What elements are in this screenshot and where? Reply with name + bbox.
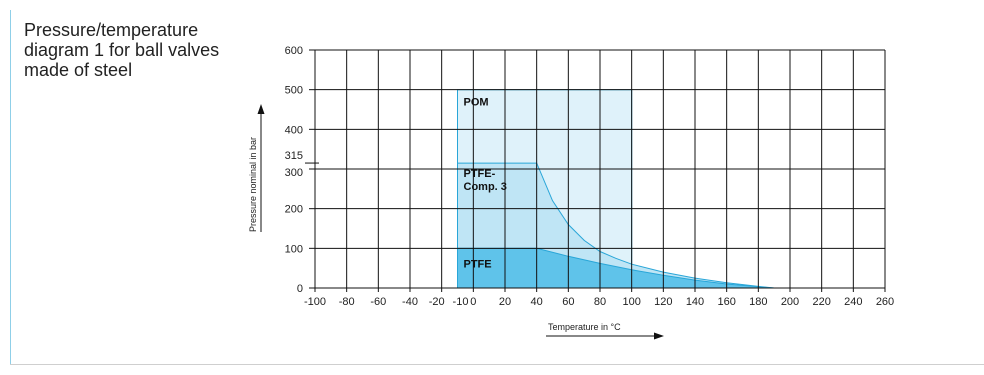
x-tick-label: 160	[717, 296, 735, 308]
label-ptfe-comp-3: PTFE-Comp. 3	[464, 168, 507, 193]
axis-titles: Temperature in °C Pressure nominal in bar	[248, 104, 664, 340]
x-tick-label: 120	[654, 296, 672, 308]
x-tick-label: 220	[812, 296, 830, 308]
x-tick-label: -60	[370, 296, 386, 308]
x-tick-label: 260	[876, 296, 894, 308]
x-tick-label: 100	[622, 296, 640, 308]
x-tick-label: 60	[562, 296, 574, 308]
title-line-1: Pressure/temperature	[24, 20, 199, 40]
y-tick-label: 0	[297, 283, 303, 295]
y-tick-label: 500	[285, 85, 303, 97]
x-tick-label: -80	[339, 296, 355, 308]
diagram-title: Pressure/temperature diagram 1 for ball …	[24, 20, 274, 80]
y-tick-label: 300	[285, 167, 303, 179]
x-tick-label: -40	[402, 296, 418, 308]
x-tick-label: 20	[499, 296, 511, 308]
x-tick-label: 40	[531, 296, 543, 308]
y-tick-label: 315	[285, 150, 303, 162]
x-tick-label: 140	[686, 296, 704, 308]
x-tick-label: 240	[844, 296, 862, 308]
x-tick-label: 200	[781, 296, 799, 308]
y-axis-arrow-head	[257, 104, 265, 114]
bottom-divider	[10, 364, 984, 365]
y-tick-label: 600	[285, 45, 303, 57]
title-line-3: made of steel	[24, 60, 133, 80]
x-tick-label: -10	[453, 296, 469, 308]
y-tick-label: 200	[285, 204, 303, 216]
label-ptfe-comp-line: Comp. 3	[464, 181, 507, 193]
title-line-2: diagram 1 for ball valves	[24, 40, 220, 60]
y-axis-title: Pressure nominal in bar	[248, 137, 258, 232]
label-ptfe-comp-line: PTFE-	[464, 168, 496, 180]
x-axis-title: Temperature in °C	[548, 322, 621, 332]
x-tick-label: -100	[304, 296, 326, 308]
label-pom: POM	[464, 97, 489, 109]
x-tick-label: 180	[749, 296, 767, 308]
x-tick-label: 80	[594, 296, 606, 308]
x-tick-label: 0	[470, 296, 476, 308]
chart-grid	[305, 49, 886, 292]
left-accent-rule	[10, 10, 11, 365]
y-tick-label: 100	[285, 243, 303, 255]
x-axis-arrow-head	[654, 332, 664, 340]
y-tick-label: 400	[285, 124, 303, 136]
series-labels: POM PTFE-Comp. 3 PTFE	[464, 97, 507, 271]
x-tick-label: -20	[429, 296, 445, 308]
label-ptfe: PTFE	[464, 258, 492, 270]
